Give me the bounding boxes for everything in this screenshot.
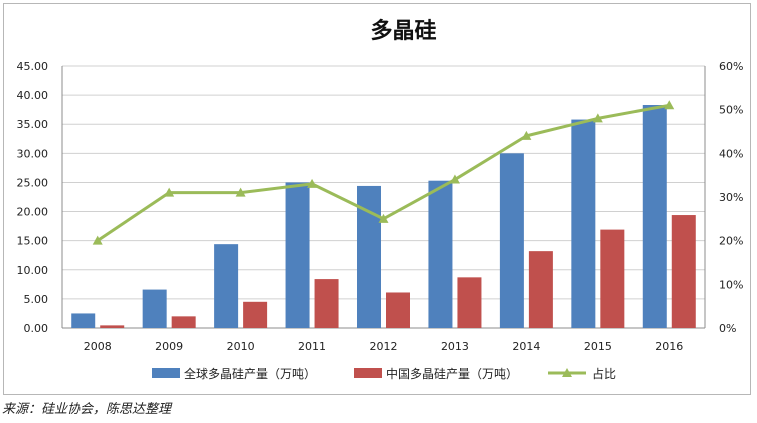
bar-global (214, 244, 239, 328)
legend-marker (562, 368, 572, 377)
bar-global (71, 313, 96, 328)
y-left-tick-label: 30.00 (17, 147, 49, 160)
bar-china (100, 325, 125, 328)
bar-global (142, 289, 167, 328)
share-point (92, 235, 103, 245)
y-right-tick-label: 30% (719, 191, 743, 204)
y-left-tick-label: 45.00 (17, 60, 49, 73)
x-tick-label: 2008 (84, 340, 112, 353)
share-point (164, 187, 175, 197)
share-point (378, 213, 389, 223)
share-point (235, 187, 246, 197)
share-point (449, 174, 460, 184)
y-right-tick-label: 40% (719, 147, 743, 160)
bar-global (571, 119, 596, 328)
legend-label: 占比 (592, 366, 616, 381)
bar-china (600, 229, 625, 328)
legend-swatch (354, 368, 382, 378)
bar-china (457, 277, 482, 328)
x-tick-label: 2013 (441, 340, 469, 353)
y-right-tick-label: 50% (719, 104, 743, 117)
x-tick-label: 2014 (512, 340, 540, 353)
bar-china (314, 279, 339, 328)
x-tick-label: 2016 (655, 340, 683, 353)
x-tick-label: 2011 (298, 340, 326, 353)
y-left-tick-label: 15.00 (17, 235, 49, 248)
bar-china (528, 251, 553, 328)
x-tick-label: 2009 (155, 340, 183, 353)
y-right-tick-label: 20% (719, 235, 743, 248)
bar-china (386, 292, 410, 328)
chart-title: 多晶硅 (370, 18, 436, 44)
y-right-tick-label: 60% (719, 60, 743, 73)
y-left-tick-label: 20.00 (17, 206, 49, 219)
share-point (592, 113, 603, 123)
bar-global (357, 185, 381, 328)
bar-china (171, 316, 196, 328)
y-left-tick-label: 5.00 (24, 293, 49, 306)
y-right-tick-label: 10% (719, 278, 743, 291)
y-left-tick-label: 0.00 (24, 322, 49, 335)
bar-global (499, 153, 524, 328)
x-tick-label: 2015 (584, 340, 612, 353)
bar-china (671, 215, 696, 328)
share-point (521, 130, 532, 140)
bar-global (285, 182, 310, 328)
y-left-tick-label: 25.00 (17, 176, 49, 189)
bar-china (243, 301, 268, 328)
x-tick-label: 2012 (370, 340, 398, 353)
legend-label: 中国多晶硅产量（万吨） (386, 366, 518, 381)
share-point (664, 100, 675, 110)
y-right-tick-label: 0% (719, 322, 736, 335)
legend-swatch (152, 368, 180, 378)
y-left-tick-label: 10.00 (17, 264, 49, 277)
legend-label: 全球多晶硅产量（万吨） (184, 366, 316, 381)
bar-global (642, 105, 667, 329)
source-note: 来源：硅业协会，陈思达整理 (2, 402, 172, 417)
y-left-tick-label: 40.00 (17, 89, 49, 102)
y-left-tick-label: 35.00 (17, 118, 49, 131)
bar-global (428, 180, 453, 328)
x-tick-label: 2010 (227, 340, 255, 353)
share-point (307, 178, 318, 188)
